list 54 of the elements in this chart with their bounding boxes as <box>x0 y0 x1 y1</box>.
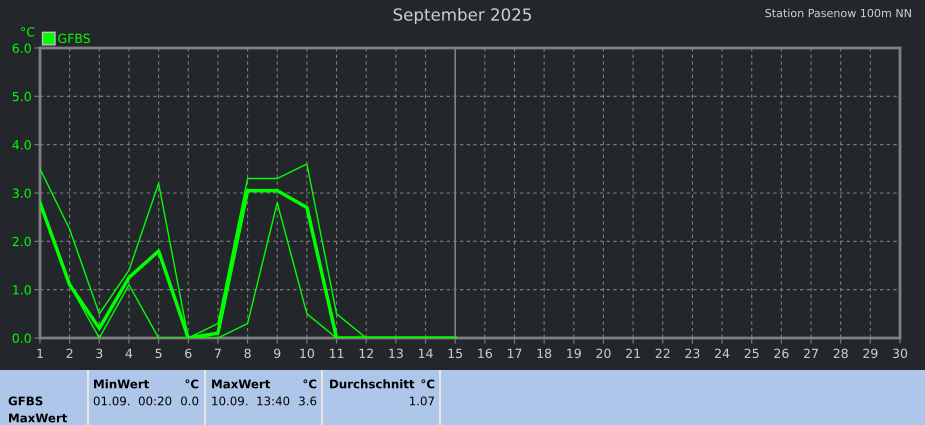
text: Durchschnitt <box>330 379 414 388</box>
text: °C <box>421 379 434 388</box>
x-tick-label: 30 <box>893 348 908 358</box>
x-tick-label: 11 <box>330 348 344 358</box>
y-tick-label: 1.0 <box>13 285 31 295</box>
x-tick-label: 6 <box>185 348 192 358</box>
text: 10.09. 13:40 <box>212 396 290 406</box>
x-tick-label: 14 <box>418 348 433 358</box>
y-tick-label: 4.0 <box>12 140 31 150</box>
x-tick-label: 23 <box>685 348 700 358</box>
y-tick-label: 2.0 <box>12 236 31 246</box>
text: 3.6 <box>299 396 316 406</box>
x-tick-label: 1 <box>37 348 43 358</box>
x-tick-label: 25 <box>744 348 759 358</box>
y-tick-label: 3.0 <box>12 188 31 198</box>
x-tick-label: 24 <box>715 348 730 358</box>
y-axis-title: °C <box>21 27 34 37</box>
x-tick-label: 17 <box>508 348 522 358</box>
x-tick-label: 28 <box>834 348 848 358</box>
text: 01.09. 00:20 <box>94 396 172 406</box>
y-tick-label: 0.0 <box>12 333 31 343</box>
x-tick-label: 13 <box>389 348 403 358</box>
x-tick-label: 2 <box>66 348 72 358</box>
legend-label: GFBS <box>58 34 90 44</box>
x-tick-label: 27 <box>804 348 818 358</box>
text: MaxWert <box>9 414 68 422</box>
x-tick-label: 7 <box>214 348 221 358</box>
text: MaxWert <box>212 380 270 388</box>
text: Station Pasenow 100m NN <box>765 8 911 18</box>
x-tick-label: 5 <box>156 348 162 358</box>
x-tick-label: 29 <box>863 348 878 358</box>
x-tick-label: 22 <box>656 348 670 358</box>
text: GFBS <box>8 396 42 406</box>
x-tick-label: 10 <box>300 348 314 358</box>
y-tick-label: 5.0 <box>12 92 31 102</box>
chart-title: September 2025 <box>394 8 531 24</box>
text: MinWert <box>94 379 149 388</box>
x-tick-label: 9 <box>274 348 280 358</box>
x-tick-label: 26 <box>774 348 789 358</box>
x-tick-label: 12 <box>360 348 373 358</box>
text: °C <box>303 379 316 388</box>
text: 1.07 <box>410 396 434 406</box>
x-tick-label: 16 <box>478 348 492 358</box>
x-tick-label: 19 <box>567 348 581 358</box>
x-tick-label: 21 <box>626 348 640 358</box>
x-tick-label: 18 <box>538 348 552 358</box>
text: 0.0 <box>181 396 198 406</box>
x-tick-label: 3 <box>96 348 102 358</box>
y-tick-label: 6.0 <box>12 43 31 53</box>
x-tick-label: 4 <box>126 348 132 358</box>
x-tick-label: 20 <box>596 348 611 358</box>
text: °C <box>185 379 198 388</box>
x-tick-label: 15 <box>448 348 462 358</box>
x-tick-label: 8 <box>244 348 251 358</box>
